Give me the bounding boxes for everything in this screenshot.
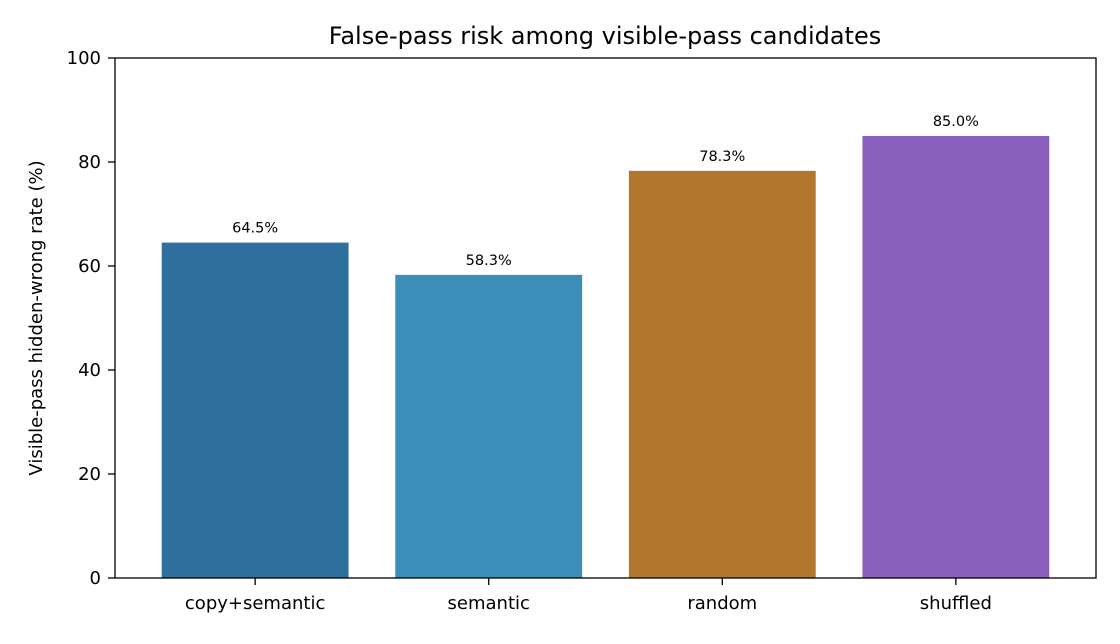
x-tick-label-0: copy+semantic: [185, 593, 325, 614]
x-tick-label-3: shuffled: [920, 593, 992, 614]
bar-1: [395, 274, 583, 578]
y-axis-label: Visible-pass hidden-wrong rate (%): [26, 160, 47, 475]
y-tick-label-5: 100: [67, 48, 101, 69]
y-tick-label-1: 20: [78, 464, 101, 485]
x-tick-label-2: random: [687, 593, 757, 614]
x-tick-label-1: semantic: [448, 593, 530, 614]
bar-value-label-2: 78.3%: [699, 149, 745, 165]
bar-value-label-1: 58.3%: [466, 253, 512, 269]
bar-2: [628, 170, 816, 578]
bar-0: [161, 242, 349, 578]
bar-3: [862, 136, 1050, 578]
y-tick-label-2: 40: [78, 360, 101, 381]
bar-value-label-3: 85.0%: [933, 114, 979, 130]
bar-value-label-0: 64.5%: [232, 221, 278, 237]
bars-group: 64.5% 58.3% 78.3% 85.0%: [161, 114, 1050, 578]
y-axis-ticks: 0 20 40 60 80 100: [67, 48, 115, 589]
plot-frame: [114, 57, 1097, 579]
y-tick-label-3: 60: [78, 256, 101, 277]
chart-title: False-pass risk among visible-pass candi…: [329, 22, 881, 50]
y-tick-label-0: 0: [90, 568, 101, 589]
y-tick-label-4: 80: [78, 152, 101, 173]
x-axis-ticks: copy+semantic semantic random shuffled: [185, 578, 992, 614]
